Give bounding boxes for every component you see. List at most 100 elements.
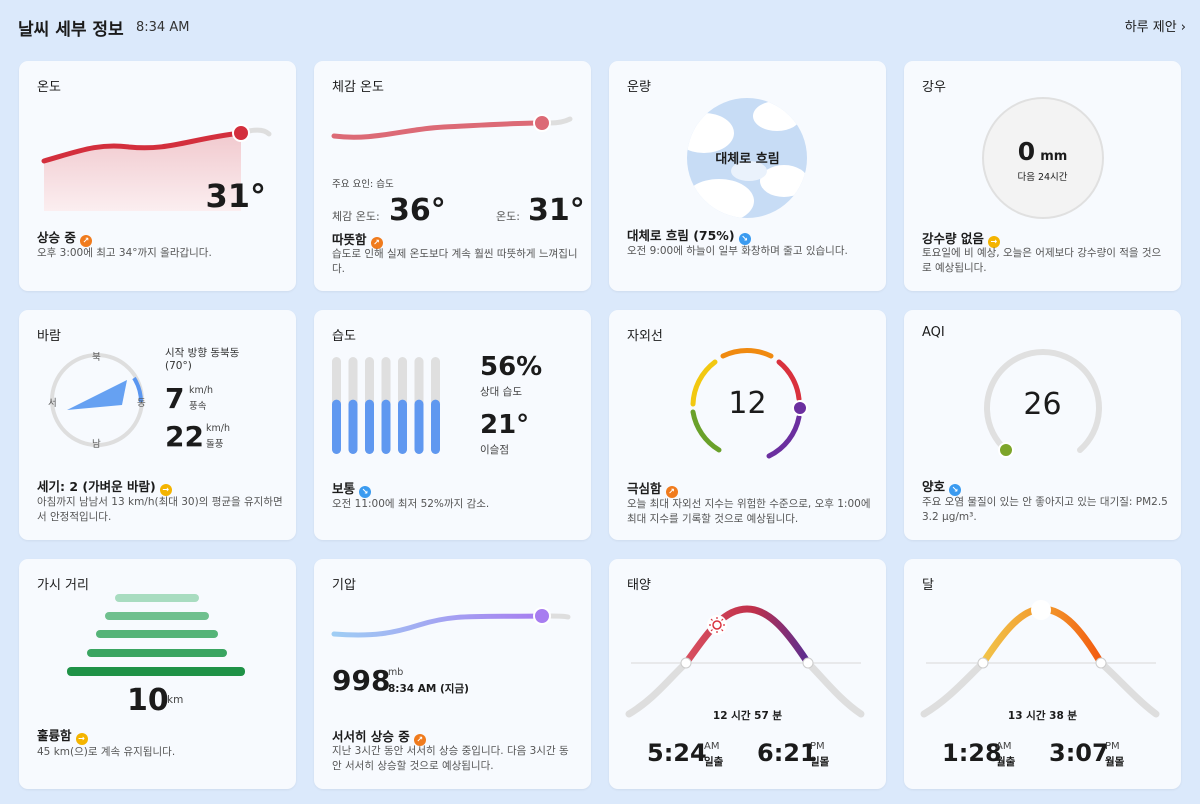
status-description: 습도로 인해 실제 온도보다 계속 훨씬 따뜻하게 느껴집니다. — [332, 248, 578, 275]
status-description: 오전 11:00에 최저 52%까지 감소. — [332, 498, 490, 510]
feels-like-value: 36° — [389, 193, 446, 228]
status-description: 오후 3:00에 최고 34°까지 올라갑니다. — [37, 247, 212, 259]
visibility-unit: km — [167, 694, 184, 706]
humidity-bar-fill — [431, 399, 440, 454]
falling-trend-icon: ↘ — [359, 486, 372, 498]
status-label: 상승 중 ↗ — [37, 227, 92, 247]
main-factor-label: 주요 요인: 습도 — [332, 179, 394, 190]
moonset-ampm: PM — [1105, 741, 1120, 752]
rising-trend-icon: ↗ — [413, 734, 426, 746]
aqi-value: 26 — [1023, 387, 1062, 422]
wind-direction: 시작 방향 동북동 — [165, 347, 240, 359]
pressure-card[interactable]: 기압 998 mb 8:34 AM (지금) 서서히 상승 중 ↗ 지난 3시간 … — [314, 559, 591, 789]
pressure-time: 8:34 AM (지금) — [388, 683, 469, 695]
humidity-label: 상대 습도 — [480, 386, 522, 398]
wind-speed-value: 7 — [165, 382, 185, 415]
steady-trend-icon: → — [159, 484, 172, 496]
cloud-cover-graphic — [687, 98, 807, 218]
status-description: 오전 9:00에 하늘이 일부 화창하며 줄고 있습니다. — [627, 245, 848, 257]
status-label: 따뜻함 ↗ — [332, 229, 383, 249]
daily-suggestions-link[interactable]: 하루 제안 › — [1124, 20, 1186, 35]
moonrise-ampm: AM — [996, 741, 1012, 752]
humidity-bar-fill — [332, 399, 341, 454]
uv-value: 12 — [728, 386, 767, 421]
card-title: 태양 — [627, 578, 651, 593]
precipitation-value-group: 0 mm — [904, 137, 1181, 166]
steady-trend-icon: → — [75, 733, 88, 745]
pressure-unit: mb — [388, 667, 404, 678]
feels-like-label: 체감 온도: — [332, 210, 380, 223]
status-description: 45 km(으)로 계속 유지됩니다. — [37, 746, 176, 758]
compass-north: 북 — [92, 352, 101, 363]
precipitation-card[interactable]: 강우 0 mm 다음 24시간 강수량 없음 → 토요일에 비 예상, 오늘은 어… — [904, 61, 1181, 291]
card-title: 가시 거리 — [37, 578, 89, 593]
status-label: 강수량 없음 → — [922, 228, 1000, 248]
card-title: 체감 온도 — [332, 80, 384, 95]
pressure-value: 998 — [332, 664, 391, 697]
status-label: 서서히 상승 중 ↗ — [332, 726, 426, 746]
aqi-card[interactable]: AQI 26 양호 ↘ 주요 오염 물질이 있는 안 좋아지고 있는 대기질: P… — [904, 310, 1181, 540]
status-label: 세기: 2 (가벼운 바람) → — [37, 476, 172, 496]
rising-trend-icon: ↗ — [370, 237, 383, 249]
sun-card[interactable]: 태양 12 시간 57 분 5:24 AM 일출 6:21 PM 일몰 — [609, 559, 886, 789]
sunset-ampm: PM — [810, 741, 825, 752]
sunrise-label: 일출 — [704, 756, 724, 768]
temperature-trend-chart — [41, 124, 272, 211]
cloud-cover-card[interactable]: 운량 대체로 흐림 대체로 흐림 (75%) ↘ 오전 9:00에 하늘이 일부 … — [609, 61, 886, 291]
humidity-value: 56% — [480, 352, 543, 382]
status-description: 오늘 최대 자외선 지수는 위험한 수준으로, 오후 1:00에 최대 지수를 … — [627, 498, 871, 525]
actual-temp-value: 31° — [528, 193, 585, 228]
humidity-card[interactable]: 습도 56% 상대 습도 21° 이슬점 보통 ↘ 오전 11:00에 최저 52… — [314, 310, 591, 540]
precipitation-period: 다음 24시간 — [1017, 172, 1068, 183]
status-label: 극심함 ↗ — [627, 478, 678, 498]
card-title: 강우 — [922, 80, 946, 95]
visibility-value: 10 — [127, 683, 169, 718]
dew-point-label: 이슬점 — [480, 444, 509, 456]
uv-gauge — [690, 348, 808, 459]
compass-west: 서 — [48, 398, 57, 409]
moonset-time: 3:07 — [1049, 739, 1109, 767]
visibility-graphic — [67, 594, 245, 676]
humidity-bar-fill — [414, 399, 424, 454]
moonlight-duration: 13 시간 38 분 — [1007, 710, 1078, 722]
status-label: 훌륭함 → — [37, 725, 88, 745]
wind-speed-unit: km/h — [189, 385, 213, 396]
header-time: 8:34 AM — [136, 20, 190, 35]
moonrise-label: 월출 — [996, 756, 1016, 768]
feels-like-card[interactable]: 체감 온도 주요 요인: 습도 체감 온도: 36° 온도: 31° 따뜻함 ↗ … — [314, 61, 591, 291]
moon-arc-chart — [920, 600, 1160, 718]
status-label: 보통 ↘ — [332, 478, 372, 498]
wind-compass — [50, 353, 144, 447]
humidity-bar-fill — [365, 399, 374, 454]
rising-trend-icon: ↗ — [665, 486, 678, 498]
dew-point-value: 21° — [480, 410, 530, 440]
humidity-bar-fill — [348, 399, 358, 454]
cloud-center-label: 대체로 흐림 — [715, 152, 780, 167]
falling-trend-icon: ↘ — [949, 484, 962, 496]
steady-trend-icon: → — [987, 236, 1000, 248]
actual-temp-label: 온도: — [496, 210, 520, 223]
wind-speed-label: 풍속 — [189, 401, 207, 412]
status-description: 토요일에 비 예상, 오늘은 어제보다 강수량이 적을 것으로 예상됩니다. — [922, 247, 1162, 274]
temperature-card[interactable]: 온도 31° 상승 중 ↗ 오후 3:00에 최고 34°까지 올라갑니다. — [19, 61, 296, 291]
gust-value: 22 — [165, 420, 204, 453]
card-title: 운량 — [627, 80, 651, 95]
card-title: 바람 — [37, 329, 61, 344]
aqi-gauge — [984, 348, 1102, 458]
uv-index-card[interactable]: 자외선 12 극심함 ↗ 오늘 최대 자외선 지수는 위험한 수준으로, 오후 1… — [609, 310, 886, 540]
humidity-bars — [332, 357, 440, 454]
gust-unit: km/h — [206, 423, 230, 434]
precipitation-value: 0 — [1017, 137, 1036, 166]
card-title: 달 — [922, 578, 934, 593]
temperature-value: 31° — [205, 177, 266, 215]
pressure-trend-chart — [331, 607, 571, 638]
wind-card[interactable]: 바람 북 동 남 서 시작 방향 동북동 (70°) 7 km/h 풍속 22 … — [19, 310, 296, 540]
status-description: 주요 오염 물질이 있는 안 좋아지고 있는 대기질: PM2.5 3.2 µg… — [922, 496, 1168, 523]
humidity-bar-fill — [398, 399, 407, 454]
compass-east: 동 — [137, 398, 146, 409]
humidity-bar-fill — [381, 399, 391, 454]
moon-card[interactable]: 달 13 시간 38 분 1:28 AM 월출 3:07 PM 월몰 — [904, 559, 1181, 789]
status-description: 지난 3시간 동안 서서히 상승 중입니다. 다음 3시간 동안 서서히 상승할… — [332, 745, 569, 772]
visibility-card[interactable]: 가시 거리 10 km 훌륭함 → 45 km(으)로 계속 유지됩니다. — [19, 559, 296, 789]
rising-trend-icon: ↗ — [79, 235, 92, 247]
